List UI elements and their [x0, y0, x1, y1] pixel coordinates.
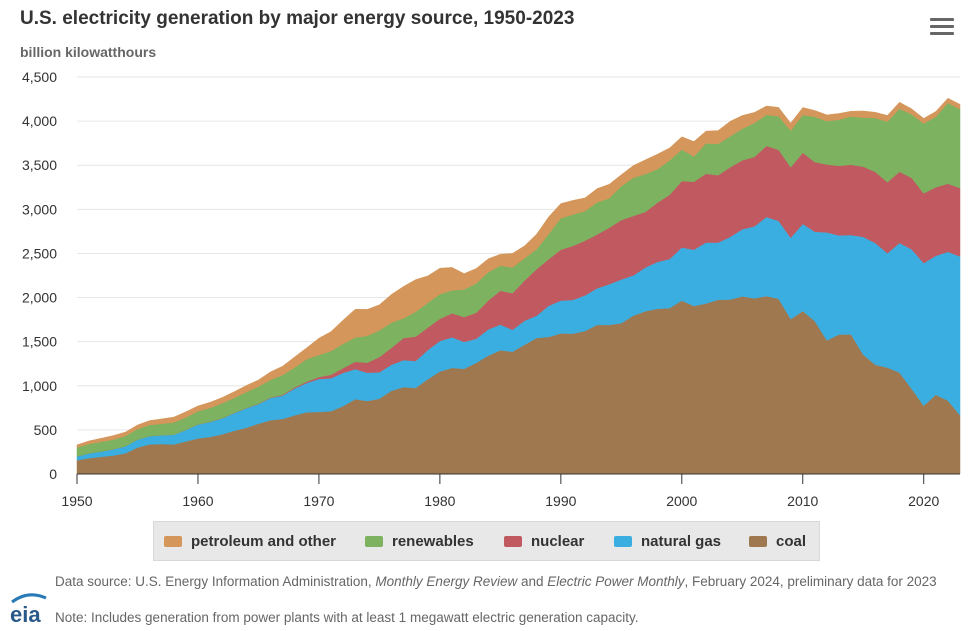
hamburger-menu-icon[interactable]	[930, 18, 954, 38]
page-title: U.S. electricity generation by major ene…	[20, 8, 575, 29]
eia-logo: eia	[10, 593, 47, 626]
legend-swatch	[164, 536, 182, 547]
y-tick-label: 2,000	[22, 290, 57, 306]
x-tick-label: 1960	[182, 493, 213, 509]
capacity-note: Note: Includes generation from power pla…	[55, 610, 639, 625]
y-tick-label: 4,500	[22, 69, 57, 85]
y-tick-label: 3,500	[22, 157, 57, 173]
y-tick-label: 4,000	[22, 113, 57, 129]
source-text: Data source: U.S. Energy Information Adm…	[55, 574, 376, 589]
legend-item-petroleum[interactable]: petroleum and other	[164, 533, 336, 550]
data-source-note: Data source: U.S. Energy Information Adm…	[55, 574, 945, 590]
y-tick-label: 0	[49, 466, 57, 482]
legend-item-coal[interactable]: coal	[749, 533, 806, 550]
x-tick-label: 1970	[303, 493, 334, 509]
y-tick-label: 1,500	[22, 334, 57, 350]
legend-label: natural gas	[641, 533, 722, 550]
source-text: , February 2024, preliminary data for 20…	[684, 574, 937, 589]
legend-swatch	[614, 536, 632, 547]
legend-label: nuclear	[531, 533, 585, 550]
legend-swatch	[365, 536, 383, 547]
legend-swatch	[749, 536, 767, 547]
source-publication-2: Electric Power Monthly	[547, 574, 685, 589]
axes: 0 500 1,000 1,500 2,000 2,500 3,000 3,500 4,000 4…	[22, 69, 960, 509]
legend-swatch	[504, 536, 522, 547]
chart-legend: petroleum and other renewables nuclear n…	[153, 521, 820, 561]
y-tick-label: 1,000	[22, 378, 57, 394]
legend-item-natural-gas[interactable]: natural gas	[614, 533, 721, 550]
y-tick-label: 3,000	[22, 201, 57, 217]
legend-label: renewables	[392, 533, 474, 550]
x-tick-label: 2010	[787, 493, 818, 509]
x-tick-label: 2000	[666, 493, 697, 509]
x-tick-label: 1980	[424, 493, 455, 509]
x-tick-label: 1990	[545, 493, 576, 509]
legend-label: coal	[776, 533, 807, 550]
legend-label: petroleum and other	[191, 533, 337, 550]
area-petroleum-and-other	[76, 97, 961, 448]
chart-plot: 0 500 1,000 1,500 2,000 2,500 3,000 3,500 4,000 4…	[22, 69, 961, 509]
y-axis-unit-label: billion kilowatthours	[20, 44, 157, 60]
y-tick-label: 500	[34, 422, 58, 438]
legend-item-renewables[interactable]: renewables	[365, 533, 474, 550]
source-publication-1: Monthly Energy Review	[375, 574, 518, 589]
logo-text: eia	[10, 602, 41, 626]
stacked-areas	[76, 97, 961, 475]
x-tick-label: 2020	[908, 493, 939, 509]
x-tick-label: 1950	[61, 493, 92, 509]
source-text: and	[517, 574, 548, 589]
legend-item-nuclear[interactable]: nuclear	[504, 533, 584, 550]
y-tick-label: 2,500	[22, 245, 57, 261]
